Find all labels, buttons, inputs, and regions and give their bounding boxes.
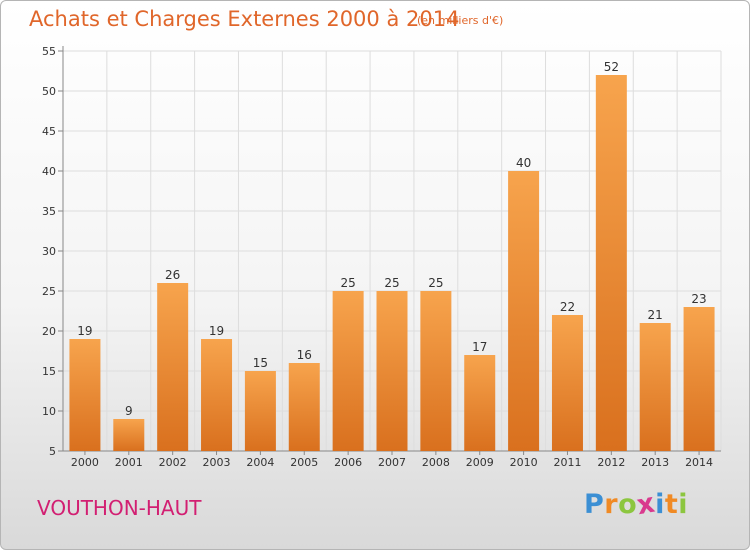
data-label: 25	[428, 276, 443, 290]
y-tick-label: 40	[42, 165, 56, 178]
y-tick-label: 5	[49, 445, 56, 458]
data-label: 9	[125, 404, 133, 418]
x-tick-label: 2014	[685, 456, 713, 469]
bar	[113, 419, 145, 451]
y-tick-label: 30	[42, 245, 56, 258]
bar	[595, 75, 627, 451]
x-tick-label: 2007	[378, 456, 406, 469]
bar	[551, 315, 583, 451]
x-tick-label: 2009	[466, 456, 494, 469]
bar	[201, 339, 233, 451]
bar	[332, 291, 364, 451]
x-tick-label: 2004	[246, 456, 274, 469]
logo-letter: r	[604, 489, 619, 520]
x-tick-label: 2005	[290, 456, 318, 469]
x-tick-label: 2003	[203, 456, 231, 469]
y-tick-label: 25	[42, 285, 56, 298]
bar	[639, 323, 671, 451]
data-label: 25	[340, 276, 355, 290]
y-tick-label: 55	[42, 45, 56, 58]
bar	[157, 283, 189, 451]
y-tick-label: 20	[42, 325, 56, 338]
bar-layer	[69, 75, 715, 451]
y-tick-label: 10	[42, 405, 56, 418]
bar	[244, 371, 276, 451]
x-tick-label: 2012	[597, 456, 625, 469]
chart-subtitle: (en milliers d'€)	[417, 14, 504, 27]
data-label: 26	[165, 268, 180, 282]
y-tick-label: 35	[42, 205, 56, 218]
data-label: 17	[472, 340, 487, 354]
proxiti-logo[interactable]: Proxiti	[584, 488, 689, 522]
logo-letter: P	[584, 489, 605, 520]
x-tick-label: 2010	[510, 456, 538, 469]
data-label: 40	[516, 156, 531, 170]
commune-name: VOUTHON-HAUT	[37, 496, 202, 520]
logo-letter: i	[655, 489, 665, 520]
data-label: 15	[253, 356, 268, 370]
bar	[508, 171, 540, 451]
data-label: 25	[384, 276, 399, 290]
x-tick-label: 2011	[553, 456, 581, 469]
y-tick-label: 50	[42, 85, 56, 98]
label-layer: 19 2000 9 2001 26 2002 19 2003 15 2004 16 2005 25 200…	[71, 60, 713, 469]
bar	[376, 291, 408, 451]
data-label: 16	[297, 348, 312, 362]
bar	[288, 363, 320, 451]
data-label: 19	[77, 324, 92, 338]
data-label: 22	[560, 300, 575, 314]
logo-letter: i	[678, 489, 689, 520]
data-label: 19	[209, 324, 224, 338]
logo-letter: t	[664, 489, 679, 520]
data-label: 23	[691, 292, 706, 306]
y-tick-label: 45	[42, 125, 56, 138]
x-tick-label: 2000	[71, 456, 99, 469]
bar	[420, 291, 452, 451]
data-label: 21	[648, 308, 663, 322]
y-tick-label: 15	[42, 365, 56, 378]
x-tick-label: 2001	[115, 456, 143, 469]
x-tick-label: 2002	[159, 456, 187, 469]
x-tick-label: 2006	[334, 456, 362, 469]
x-tick-label: 2008	[422, 456, 450, 469]
bar	[683, 307, 715, 451]
bar	[69, 339, 101, 451]
x-tick-label: 2013	[641, 456, 669, 469]
bar	[464, 355, 496, 451]
data-label: 52	[604, 60, 619, 74]
logo-letter: o	[618, 489, 638, 520]
chart-title: Achats et Charges Externes 2000 à 2014	[29, 7, 460, 31]
